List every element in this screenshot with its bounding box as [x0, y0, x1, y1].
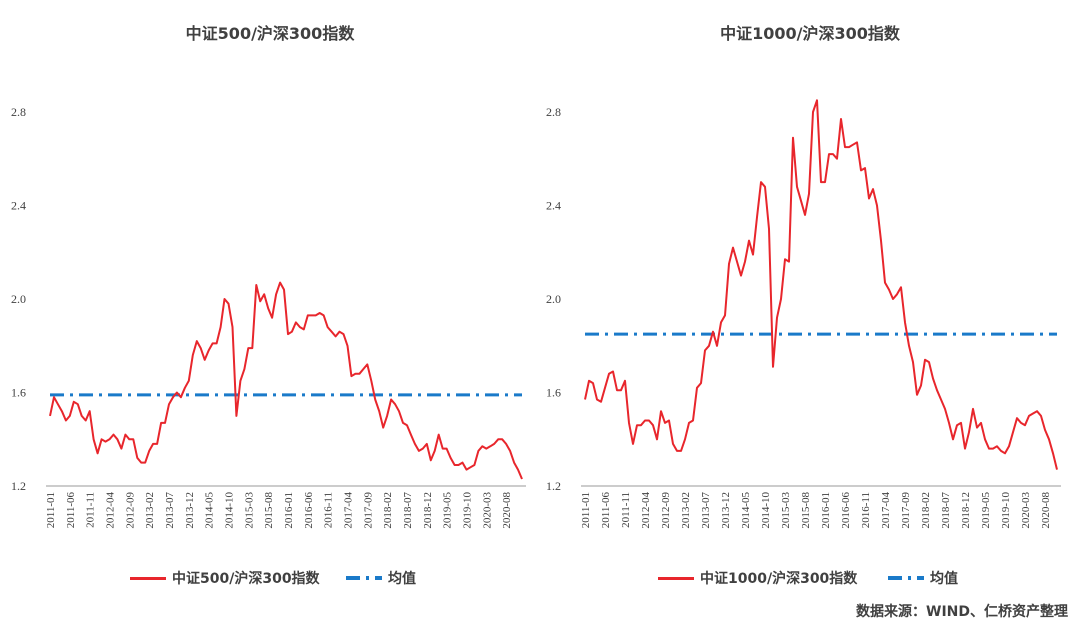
x-tick-label: 2014-05	[204, 492, 216, 529]
x-tick-label: 2015-08	[263, 492, 275, 529]
x-tick-label: 2018-02	[382, 492, 394, 529]
x-tick-label: 2014-10	[223, 492, 235, 529]
x-tick-label: 2011-06	[600, 492, 612, 529]
x-tick-label: 2011-01	[580, 492, 592, 528]
x-tick-label: 2011-06	[65, 492, 77, 529]
y-tick-label: 2.0	[11, 292, 26, 306]
plot-area: 1.2 1.6 2.0 2.4 2.8 2011-01 2011-06 2011-11 2012…	[546, 99, 1061, 529]
legend-swatch-dash	[888, 576, 924, 580]
x-tick-label: 2016-01	[283, 492, 295, 529]
legend-swatch-line	[130, 576, 166, 580]
legend-item-mean: 均值	[346, 568, 416, 588]
x-tick-label: 2014-10	[760, 492, 772, 529]
x-tick-label: 2015-03	[243, 492, 255, 529]
x-tick-label: 2019-05	[980, 492, 992, 529]
x-tick-label: 2012-04	[104, 492, 116, 529]
x-tick-label: 2018-12	[422, 492, 434, 529]
legend-item-ratio: 中证1000/沪深300指数	[658, 568, 857, 588]
x-tick-label: 2014-05	[740, 492, 752, 529]
legend-swatch-line	[658, 576, 694, 580]
chart-title: 中证500/沪深300指数	[185, 24, 355, 43]
x-tick-label: 2011-11	[620, 492, 632, 528]
x-tick-label: 2016-06	[840, 492, 852, 529]
x-tick-label: 2020-08	[1040, 492, 1052, 529]
y-tick-label: 2.4	[11, 199, 26, 213]
x-tick-label: 2015-03	[780, 492, 792, 529]
chart-csi500-vs-csi300: 中证500/沪深300指数 1.2 1.6 2.0 2.4 2.8 2011-01 2011…	[0, 0, 540, 600]
data-source-note: 数据来源：WIND、仁桥资产整理	[856, 604, 1068, 620]
plot-area: 1.2 1.6 2.0 2.4 2.8 2011-01 2011-06 2011-11 2012…	[11, 105, 526, 529]
x-tick-label: 2016-11	[323, 492, 335, 528]
x-tick-label: 2019-10	[461, 492, 473, 529]
x-tick-label: 2011-01	[45, 492, 57, 528]
y-tick-label: 2.8	[546, 105, 561, 119]
x-tick-label: 2017-09	[362, 492, 374, 529]
legend-label: 均值	[388, 571, 416, 587]
y-tick-label: 2.8	[11, 105, 26, 119]
legend-item-mean: 均值	[888, 568, 958, 588]
x-tick-label: 2017-04	[880, 492, 892, 529]
legend-label: 均值	[930, 571, 958, 587]
x-tick-label: 2020-03	[481, 492, 493, 529]
y-tick-label: 1.2	[11, 479, 26, 493]
x-tick-label: 2013-02	[680, 492, 692, 529]
x-tick-label: 2017-04	[342, 492, 354, 529]
y-tick-label: 1.6	[546, 386, 561, 400]
x-tick-label: 2017-09	[900, 492, 912, 529]
legend-item-ratio: 中证500/沪深300指数	[130, 568, 320, 588]
legend-label: 中证500/沪深300指数	[172, 571, 320, 587]
series-line-ratio	[584, 99, 1058, 470]
series-line-ratio	[49, 281, 523, 480]
x-tick-label: 2019-10	[1000, 492, 1012, 529]
x-tick-label: 2018-12	[960, 492, 972, 529]
x-tick-label: 2013-07	[700, 492, 712, 529]
x-tick-label: 2018-02	[920, 492, 932, 529]
chart-csi1000-vs-csi300: 中证1000/沪深300指数 1.2 1.6 2.0 2.4 2.8 2011-01 201…	[540, 0, 1080, 600]
y-tick-label: 1.2	[546, 479, 561, 493]
y-tick-label: 2.0	[546, 292, 561, 306]
x-tick-label: 2019-05	[442, 492, 454, 529]
chart-title: 中证1000/沪深300指数	[720, 24, 900, 43]
y-tick-label: 2.4	[546, 199, 561, 213]
x-tick-label: 2013-12	[720, 492, 732, 529]
x-tick-label: 2013-07	[164, 492, 176, 529]
x-tick-label: 2013-12	[184, 492, 196, 529]
x-tick-label: 2018-07	[402, 492, 414, 529]
x-tick-label: 2016-01	[820, 492, 832, 529]
x-tick-label: 2011-11	[85, 492, 97, 528]
x-tick-label: 2013-02	[144, 492, 156, 529]
legend-label: 中证1000/沪深300指数	[700, 571, 858, 587]
x-tick-label: 2018-07	[940, 492, 952, 529]
x-tick-label: 2012-04	[640, 492, 652, 529]
x-tick-label: 2015-08	[800, 492, 812, 529]
x-tick-label: 2012-09	[124, 492, 136, 529]
x-tick-label: 2020-03	[1020, 492, 1032, 529]
legend-swatch-dash	[346, 576, 382, 580]
x-tick-label: 2016-06	[303, 492, 315, 529]
y-tick-label: 1.6	[11, 386, 26, 400]
x-tick-label: 2020-08	[501, 492, 513, 529]
x-tick-label: 2012-09	[660, 492, 672, 529]
x-tick-label: 2016-11	[860, 492, 872, 528]
